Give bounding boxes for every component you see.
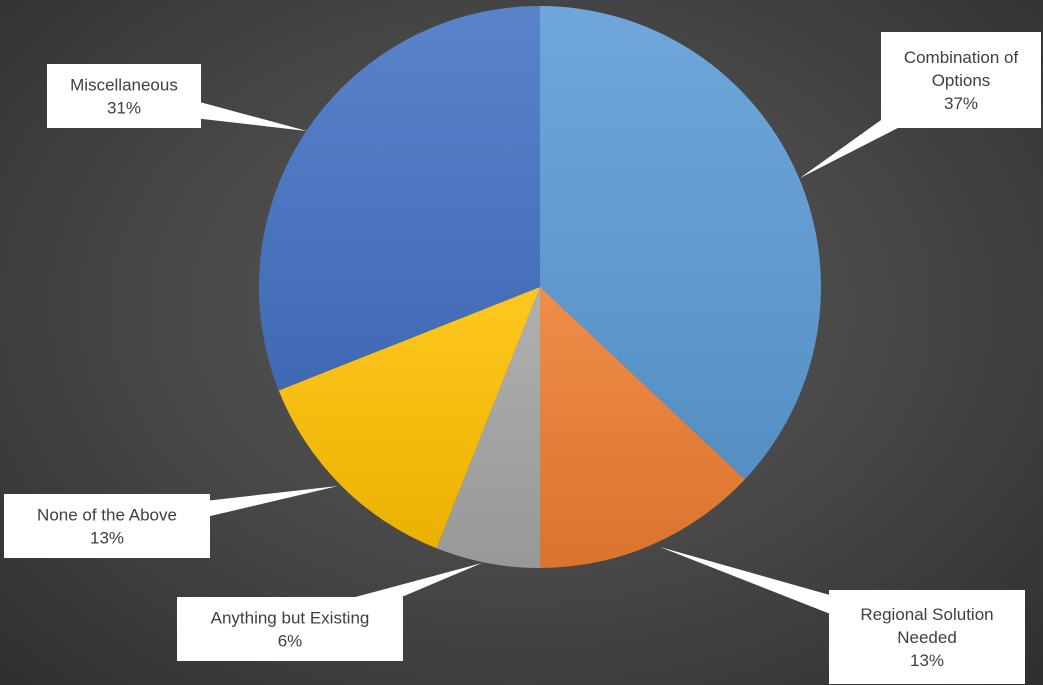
callout-box bbox=[177, 597, 403, 661]
data-label-percent: 37% bbox=[944, 94, 978, 113]
slices-layer bbox=[258, 6, 822, 568]
callout-combination-of-options: Combination of Options 37% bbox=[800, 32, 1041, 178]
pie-slice-combination-of-options bbox=[540, 6, 822, 480]
callout-anything-but-existing: Anything but Existing 6% bbox=[177, 563, 482, 661]
data-label-category: Needed bbox=[897, 628, 957, 647]
data-label-category: Anything but Existing bbox=[211, 609, 370, 628]
callout-box bbox=[4, 494, 210, 558]
data-label-category: Miscellaneous bbox=[70, 76, 178, 95]
callouts-layer: Combination of Options 37% Regional Solutio… bbox=[4, 32, 1041, 684]
data-label-category: Options bbox=[932, 71, 991, 90]
callout-box bbox=[47, 64, 201, 128]
data-label-category: Combination of bbox=[904, 48, 1019, 67]
data-label-category: Regional Solution bbox=[860, 605, 993, 624]
callout-box bbox=[881, 32, 1041, 128]
data-label-percent: 13% bbox=[910, 651, 944, 670]
pie-slice-none-of-the-above bbox=[278, 287, 540, 549]
callout-box bbox=[829, 590, 1025, 684]
data-label-category: None of the Above bbox=[37, 506, 177, 525]
data-label-percent: 13% bbox=[90, 529, 124, 548]
data-label-percent: 6% bbox=[278, 632, 303, 651]
callout-none-of-the-above: None of the Above 13% bbox=[4, 486, 339, 558]
pie-slice-regional-solution-needed bbox=[540, 287, 745, 568]
pie-slice-anything-but-existing bbox=[436, 287, 540, 568]
data-label-percent: 31% bbox=[107, 99, 141, 118]
callout-miscellaneous: Miscellaneous 31% bbox=[47, 64, 307, 131]
callout-regional-solution-needed: Regional Solution Needed 13% bbox=[660, 547, 1025, 684]
pie-slice-miscellaneous bbox=[258, 6, 540, 391]
